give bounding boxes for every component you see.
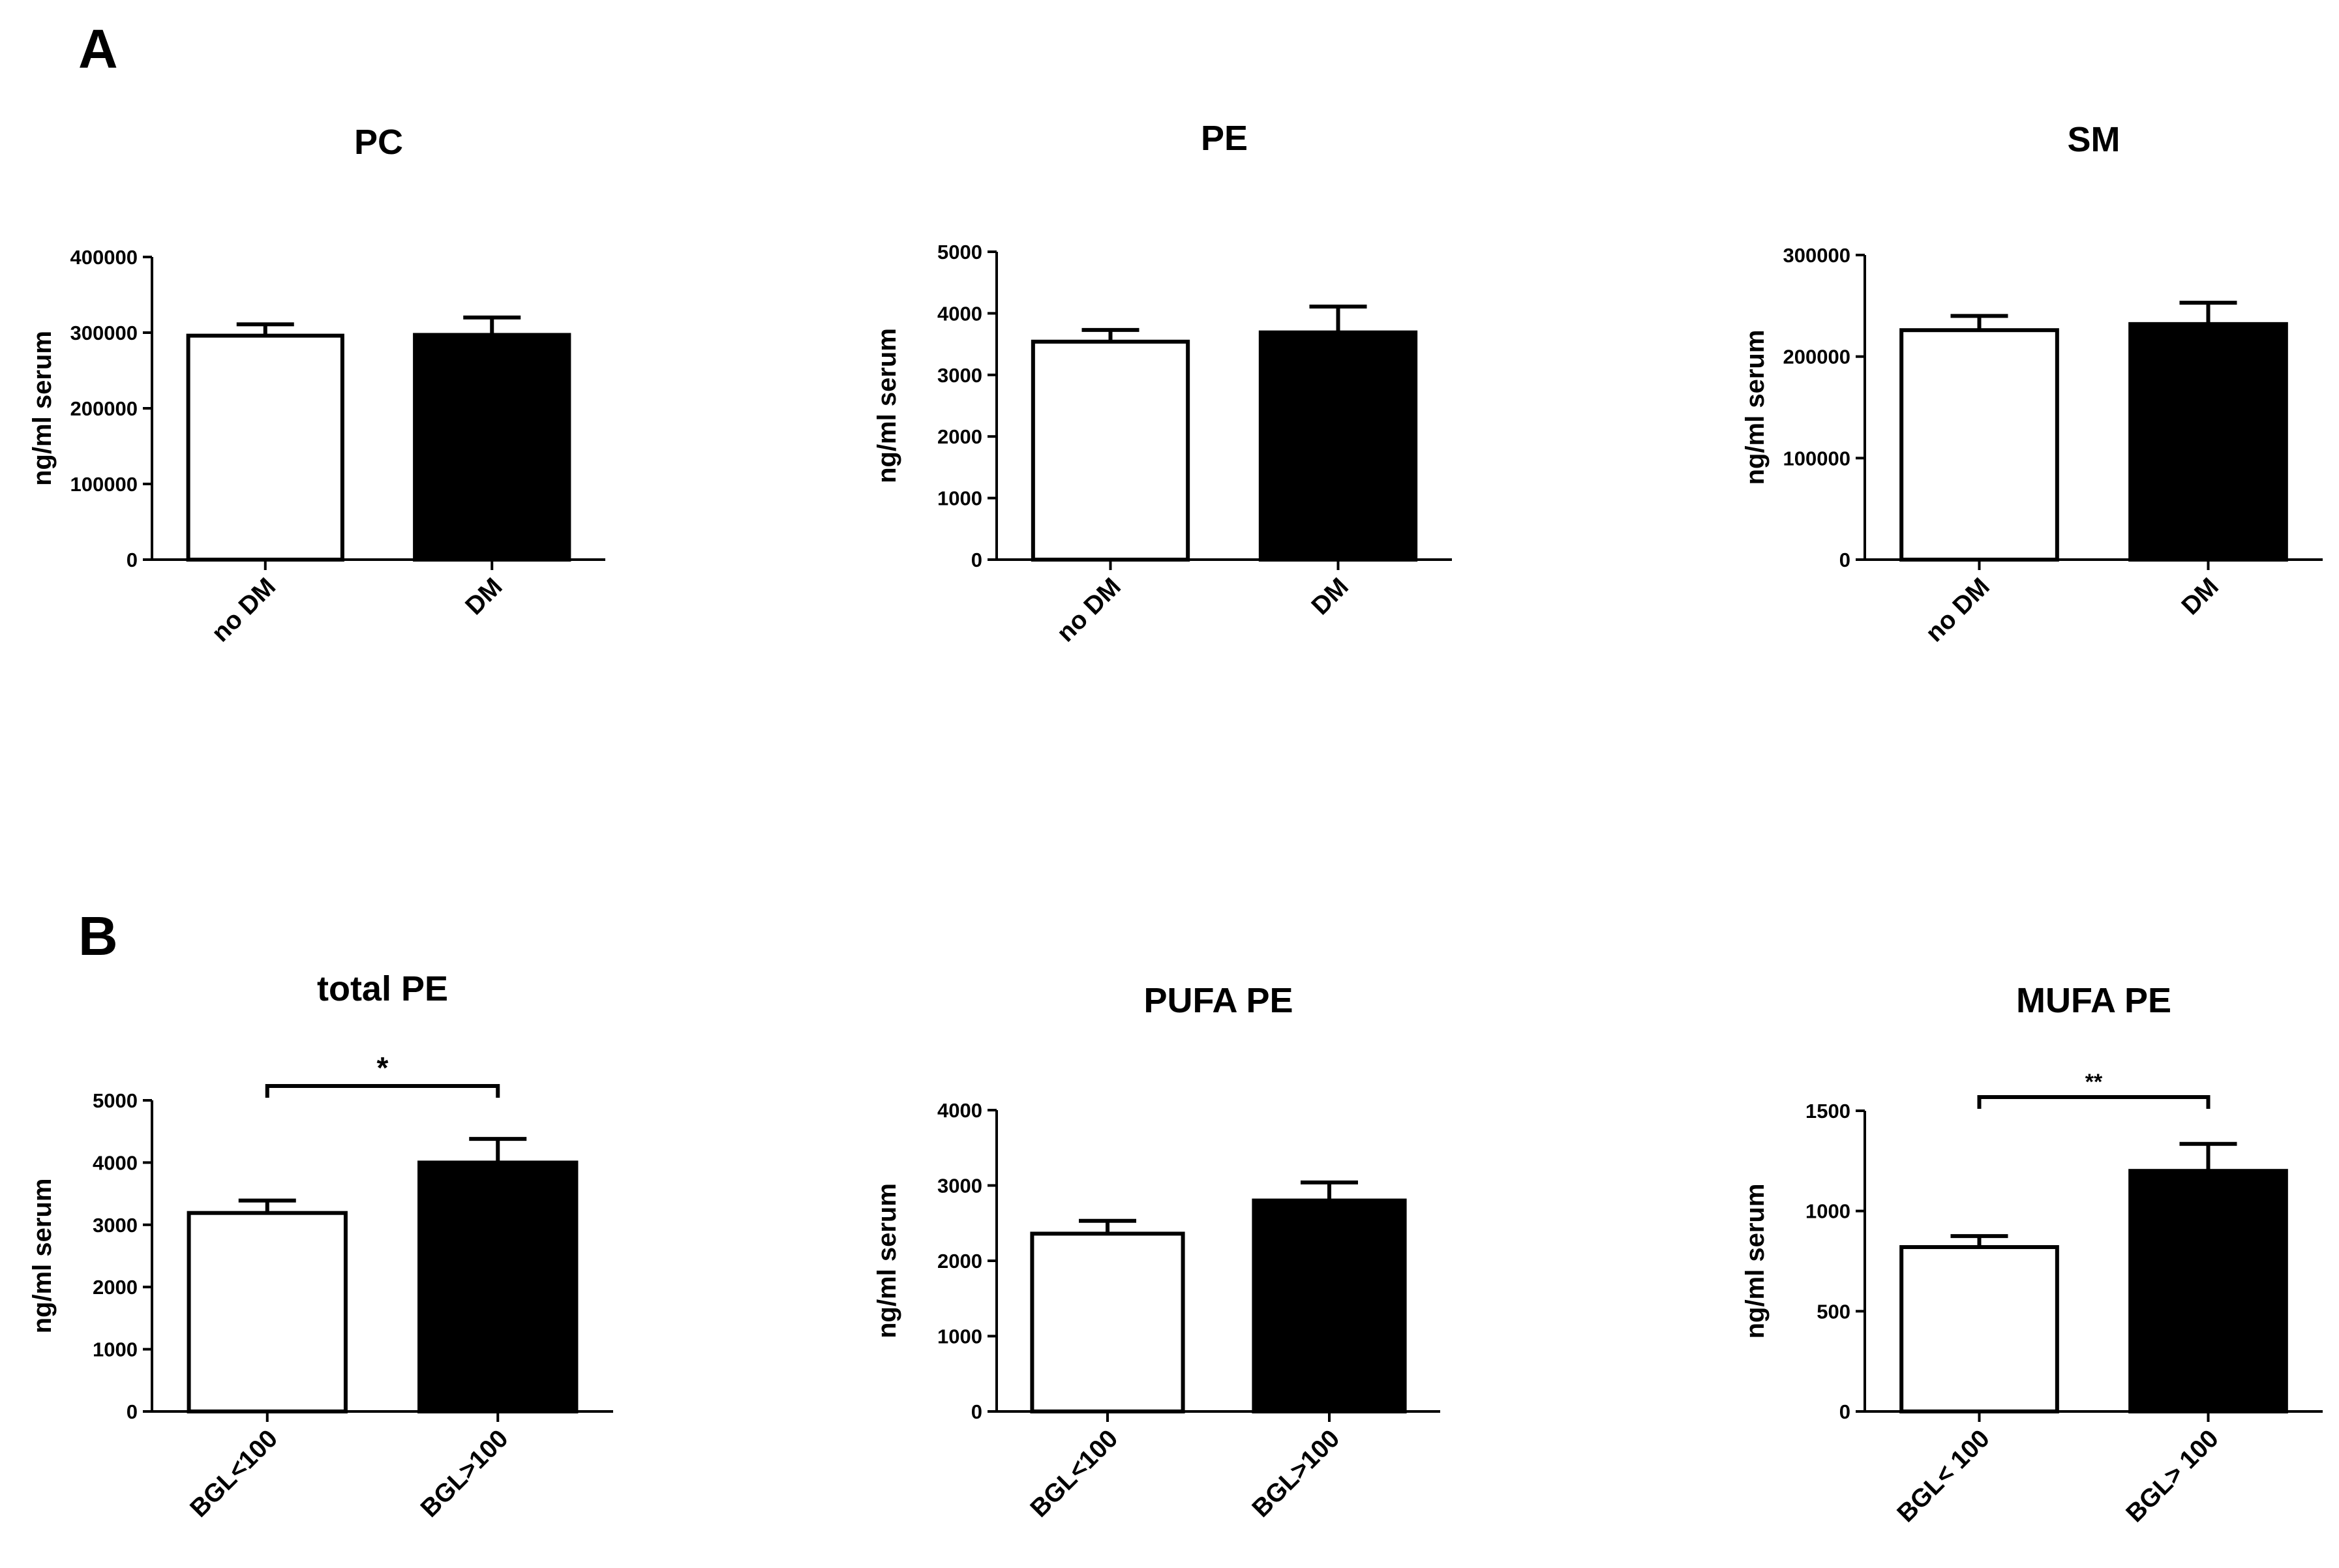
y-tick-label: 2000 — [93, 1276, 138, 1299]
bar-2 — [1258, 330, 1418, 562]
y-axis-label: ng/ml serum — [1741, 330, 1770, 485]
bar-1 — [1030, 1231, 1185, 1414]
y-tick-label: 2000 — [937, 425, 982, 448]
bar-1 — [186, 333, 344, 562]
significance-marker: * — [377, 1051, 389, 1085]
y-tick-label: 0 — [971, 549, 982, 571]
chart-3: SM ng/ml serum 0 100000 200000 300000 no DM DM — [1741, 120, 2323, 648]
chart-title: PC — [354, 123, 403, 162]
y-tick-label: 3000 — [93, 1214, 138, 1237]
y-tick-label: 200000 — [1783, 346, 1850, 369]
y-tick-label: 500 — [1817, 1300, 1850, 1323]
significance-bracket — [265, 1084, 500, 1098]
y-axis-label: ng/ml serum — [1741, 1184, 1770, 1339]
y-tick-label: 1000 — [937, 1325, 982, 1348]
y-tick-label: 300000 — [70, 322, 138, 344]
y-tick-label: 0 — [971, 1400, 982, 1423]
y-tick-label: 2000 — [937, 1250, 982, 1273]
chart-title: total PE — [317, 969, 448, 1008]
bar-1 — [1899, 1244, 2059, 1414]
y-axis-label: ng/ml serum — [28, 1179, 57, 1334]
significance-marker: ** — [2085, 1070, 2103, 1094]
x-tick-label: BGL<100 — [185, 1425, 283, 1523]
x-tick-label: no DM — [1920, 573, 1995, 648]
chart-title: PE — [1201, 119, 1248, 158]
chart-title: MUFA PE — [2016, 981, 2171, 1020]
y-tick-label: 0 — [127, 549, 138, 571]
panel-label-a: A — [78, 18, 118, 80]
x-tick-label: DM — [460, 573, 507, 620]
y-tick-label: 100000 — [70, 473, 138, 496]
y-tick-label: 300000 — [1783, 244, 1850, 267]
chart-4: total PE ng/ml serum 0 1000 2000 3000 4000 5000… — [28, 969, 613, 1523]
x-tick-label: DM — [1306, 573, 1354, 620]
x-tick-label: BGL>100 — [415, 1425, 514, 1523]
y-tick-label: 200000 — [70, 397, 138, 420]
x-tick-label: BGL< 100 — [1892, 1425, 1995, 1528]
y-tick-label: 0 — [127, 1400, 138, 1423]
x-tick-label: BGL>100 — [1247, 1425, 1346, 1523]
y-tick-label: 0 — [1839, 549, 1850, 571]
y-tick-label: 5000 — [93, 1089, 138, 1112]
bar-1 — [1899, 328, 2059, 562]
x-tick-label: BGL<100 — [1025, 1425, 1124, 1523]
y-axis-label: ng/ml serum — [28, 331, 57, 486]
chart-2: PE ng/ml serum 0 1000 2000 3000 4000 5000 no DM D… — [873, 119, 1452, 648]
y-tick-label: 0 — [1839, 1400, 1850, 1423]
bar-1 — [187, 1211, 348, 1413]
significance-bracket — [1977, 1095, 2211, 1109]
bar-2 — [413, 333, 571, 562]
y-tick-label: 3000 — [937, 1175, 982, 1198]
chart-5: PUFA PE ng/ml serum 0 1000 2000 3000 4000 BGL<1… — [873, 981, 1440, 1523]
chart-title: PUFA PE — [1143, 981, 1293, 1020]
chart-1: PC ng/ml serum 0 100000 200000 300000 400000 no… — [28, 123, 605, 648]
bar-1 — [1031, 339, 1190, 562]
panel-label-b: B — [78, 905, 118, 967]
bar-2 — [2128, 322, 2288, 562]
y-tick-label: 1500 — [1805, 1100, 1850, 1123]
x-tick-label: no DM — [206, 573, 281, 648]
x-tick-label: BGL> 100 — [2120, 1425, 2224, 1528]
y-tick-label: 4000 — [93, 1151, 138, 1174]
bar-2 — [417, 1160, 579, 1414]
y-tick-label: 1000 — [937, 487, 982, 510]
y-tick-label: 4000 — [937, 302, 982, 325]
y-tick-label: 1000 — [1805, 1200, 1850, 1223]
y-axis-label: ng/ml serum — [873, 328, 901, 483]
bar-2 — [1252, 1198, 1407, 1413]
bar-2 — [2128, 1169, 2288, 1413]
y-tick-label: 1000 — [93, 1338, 138, 1361]
x-tick-label: DM — [2177, 573, 2224, 620]
y-tick-label: 4000 — [937, 1099, 982, 1122]
chart-6: MUFA PE ng/ml serum 0 500 1000 1500 BGL< 100 BG… — [1741, 981, 2323, 1528]
x-tick-label: no DM — [1051, 573, 1126, 648]
y-tick-label: 100000 — [1783, 447, 1850, 470]
chart-title: SM — [2068, 120, 2120, 159]
y-tick-label: 5000 — [937, 241, 982, 264]
y-tick-label: 3000 — [937, 364, 982, 387]
y-axis-label: ng/ml serum — [873, 1183, 901, 1338]
y-tick-label: 400000 — [70, 246, 138, 269]
